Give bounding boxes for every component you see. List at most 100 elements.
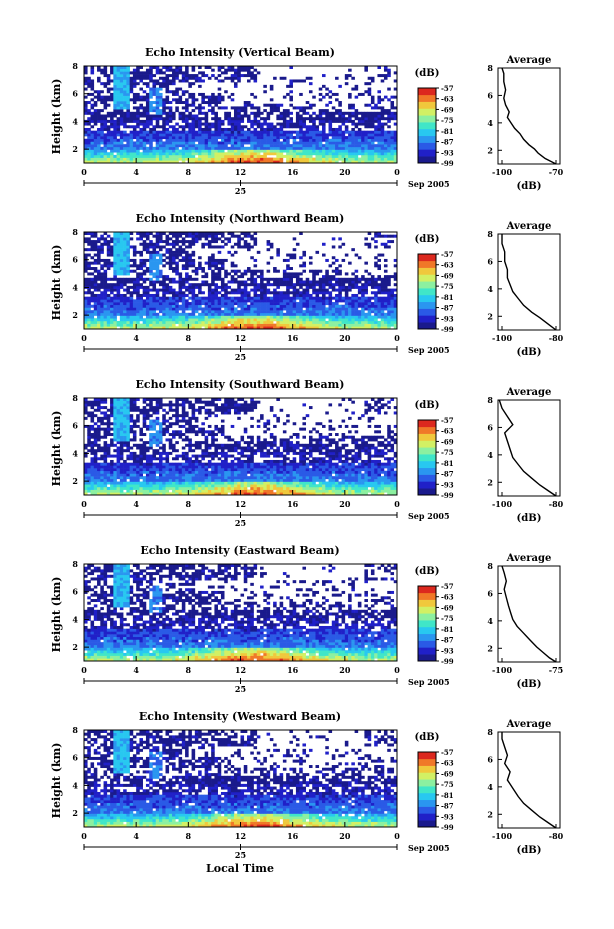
heatmap-cell: [273, 304, 277, 308]
heatmap-cell: [172, 82, 176, 86]
heatmap-cell: [106, 283, 111, 287]
heatmap-cell: [123, 160, 127, 164]
heatmap-cell: [113, 288, 117, 292]
heatmap-cell: [181, 79, 186, 83]
heatmap-cell: [374, 307, 378, 311]
heatmap-cell: [172, 245, 176, 249]
heatmap-cell: [181, 267, 186, 271]
heatmap-cell: [181, 117, 186, 121]
heatmap-cell: [273, 157, 277, 161]
heatmap-cell: [305, 138, 310, 142]
heatmap-cell: [256, 130, 261, 134]
heatmap-cell: [142, 232, 147, 235]
heatmap-cell: [308, 326, 313, 330]
heatmap-cell: [188, 149, 192, 153]
heatmap-cell: [145, 149, 150, 153]
heatmap-cell: [204, 149, 209, 153]
heatmap-cell: [191, 114, 196, 118]
heatmap-cell: [129, 237, 134, 241]
heatmap-cell: [240, 315, 245, 319]
heatmap-cell: [335, 312, 339, 316]
heatmap-cell: [90, 492, 95, 496]
heatmap-cell: [374, 127, 378, 131]
heatmap-cell: [132, 323, 137, 327]
heatmap-cell: [266, 302, 271, 306]
heatmap-cell: [113, 484, 117, 488]
heatmap-cell: [351, 141, 355, 145]
heatmap-cell: [211, 146, 215, 150]
heatmap-cell: [84, 82, 88, 86]
heatmap-cell: [351, 320, 355, 324]
heatmap-cell: [276, 320, 280, 324]
heatmap-cell: [119, 111, 124, 115]
heatmap-cell: [136, 111, 140, 115]
heatmap-cell: [185, 256, 189, 260]
heatmap-cell: [331, 283, 336, 287]
heatmap-cell: [165, 283, 170, 287]
heatmap-cell: [132, 318, 137, 322]
heatmap-cell: [295, 304, 300, 308]
heatmap-cell: [136, 288, 140, 292]
heatmap-cell: [97, 144, 101, 148]
heatmap-cell: [191, 302, 196, 306]
heatmap-cell: [367, 280, 372, 284]
heatmap-cell: [377, 136, 381, 140]
heatmap-cell: [289, 79, 293, 83]
heatmap-cell: [230, 275, 235, 279]
heatmap-cell: [129, 71, 134, 75]
heatmap-cell: [181, 149, 186, 153]
heatmap-cell: [178, 232, 183, 235]
heatmap-cell: [299, 291, 303, 295]
heatmap-cell: [240, 307, 245, 311]
heatmap-cell: [106, 293, 111, 297]
heatmap-cell: [341, 138, 346, 142]
heatmap-cell: [230, 326, 235, 330]
heatmap-cell: [116, 299, 121, 303]
heatmap-cell: [172, 250, 176, 254]
heatmap-cell: [110, 299, 114, 303]
heatmap-cell: [84, 103, 88, 107]
heatmap-cell: [211, 302, 215, 306]
heatmap-cell: [155, 157, 160, 161]
heatmap-cell: [126, 84, 130, 88]
heatmap-cell: [129, 98, 134, 102]
heatmap-cell: [390, 133, 395, 137]
heatmap-cell: [217, 119, 222, 123]
heatmap-cell: [136, 492, 140, 496]
heatmap-cell: [338, 114, 342, 118]
heatmap-cell: [191, 82, 196, 86]
heatmap-cell: [354, 326, 359, 330]
heatmap-cell: [260, 310, 264, 314]
heatmap-cell: [318, 277, 323, 281]
heatmap-cell: [149, 318, 153, 322]
heatmap-cell: [172, 267, 176, 271]
colorbar-tick-label: -93: [441, 148, 454, 157]
heatmap-cell: [87, 291, 91, 295]
heatmap-cell: [97, 160, 101, 164]
heatmap-cell: [97, 315, 101, 319]
heatmap-cell: [227, 95, 232, 99]
heatmap-cell: [364, 302, 368, 306]
heatmap-cell: [322, 160, 326, 164]
heatmap-cell: [233, 326, 238, 330]
heatmap-cell: [227, 318, 232, 322]
heatmap-cell: [341, 111, 346, 115]
heatmap-cell: [387, 291, 391, 295]
heatmap-cell: [318, 111, 323, 115]
heatmap-cell: [194, 237, 199, 241]
heatmap-cell: [289, 154, 293, 158]
heatmap-cell: [119, 318, 124, 322]
heatmap-cell: [351, 127, 355, 131]
heatmap-cell: [240, 109, 245, 113]
heatmap-cell: [175, 133, 179, 137]
heatmap-cell: [250, 486, 254, 490]
heatmap-cell: [370, 141, 375, 145]
heatmap-cell: [152, 275, 157, 279]
heatmap-cell: [295, 117, 300, 121]
heatmap-cell: [155, 267, 160, 271]
heatmap-cell: [214, 160, 218, 164]
heatmap-cell: [364, 307, 368, 311]
heatmap-cell: [393, 157, 398, 161]
heatmap-cell: [145, 141, 150, 145]
heatmap-cell: [289, 84, 293, 88]
